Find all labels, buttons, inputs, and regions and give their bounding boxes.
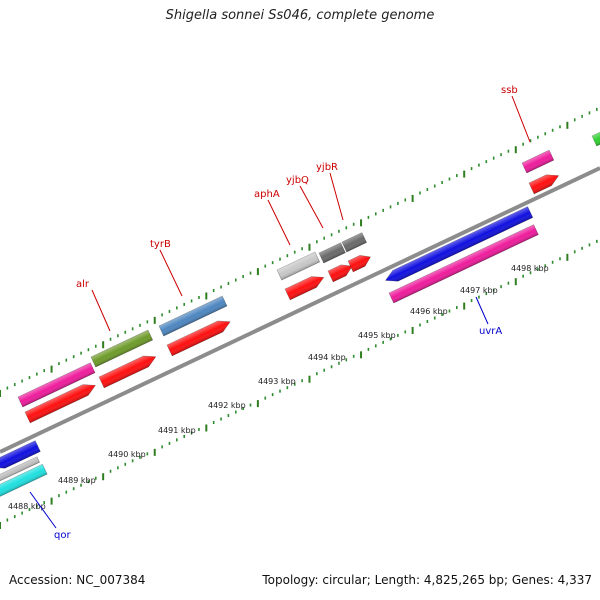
gene-bar-blue-left	[0, 440, 41, 469]
label-group: 4488 kbp 4489 kbp 4490 kbp 4491 kbp 4492 kbp…	[8, 85, 549, 541]
position-label: 4496 kbp	[410, 307, 448, 316]
gene-leader-line	[329, 172, 344, 221]
gene-leader-line	[475, 296, 489, 325]
tick-rows	[0, 107, 598, 529]
gene-bar-aphA	[276, 251, 321, 281]
gene-bar-uvrA-mag	[388, 224, 539, 304]
cds-arrow	[98, 355, 157, 389]
position-label: 4494 kbp	[308, 353, 346, 362]
gene-label-ssb: ssb	[501, 85, 518, 96]
gene-leader-line	[299, 185, 324, 229]
gene-bar-ssb	[521, 149, 555, 174]
cds-arrow	[166, 320, 231, 357]
position-label: 4490 kbp	[108, 450, 146, 459]
position-label: 4489 kbp	[58, 476, 96, 485]
gene-label-aphA: aphA	[254, 189, 280, 200]
position-label: 4493 kbp	[258, 377, 296, 386]
lower-tick-row	[0, 239, 598, 529]
gene-leader-line	[91, 289, 111, 332]
gene-label-alr: alr	[76, 279, 90, 290]
cds-arrow	[347, 255, 371, 273]
gene-bar-qor	[0, 463, 48, 500]
upper-tick-row	[0, 107, 598, 397]
gene-bar-yjbQ	[318, 242, 346, 264]
position-label: 4488 kbp	[8, 502, 46, 511]
gene-label-yjbQ: yjbQ	[286, 175, 309, 186]
gene-label-qor: qor	[54, 530, 71, 541]
feature-group	[0, 129, 600, 500]
map-title: Shigella sonnei Ss046, complete genome	[165, 8, 435, 23]
position-label: 4497 kbp	[460, 286, 498, 295]
genome-backbone	[0, 166, 600, 454]
gene-label-tyrB: tyrB	[150, 239, 171, 250]
gene-leader-line	[511, 95, 531, 143]
position-label: 4498 kbp	[511, 264, 549, 273]
cds-arrow	[24, 384, 96, 424]
gene-leader-line	[29, 491, 57, 529]
gene-bar-qor-gray	[0, 456, 40, 485]
gene-leader-line	[267, 199, 291, 246]
gene-leader-line	[159, 249, 183, 297]
gene-bar-magenta	[17, 362, 96, 408]
gene-bar-alr	[90, 329, 154, 368]
cds-arrow	[327, 264, 353, 283]
genome-summary-text: Topology: circular; Length: 4,825,265 bp…	[262, 573, 592, 587]
cds-arrow	[284, 276, 325, 301]
position-label: 4492 kbp	[208, 401, 246, 410]
gene-bar-yjbR	[341, 232, 367, 253]
cds-arrow	[528, 174, 560, 195]
gene-bar-green	[591, 129, 600, 147]
gene-label-yjbR: yjbR	[316, 162, 338, 173]
position-label: 4491 kbp	[158, 426, 196, 435]
position-label: 4495 kbp	[358, 331, 396, 340]
gene-label-uvrA: uvrA	[479, 326, 502, 337]
accession-text: Accession: NC_007384	[9, 573, 146, 587]
backbone-group	[0, 166, 600, 454]
gene-bar-tyrB	[158, 295, 228, 337]
gene-bar-uvrA	[385, 206, 534, 282]
